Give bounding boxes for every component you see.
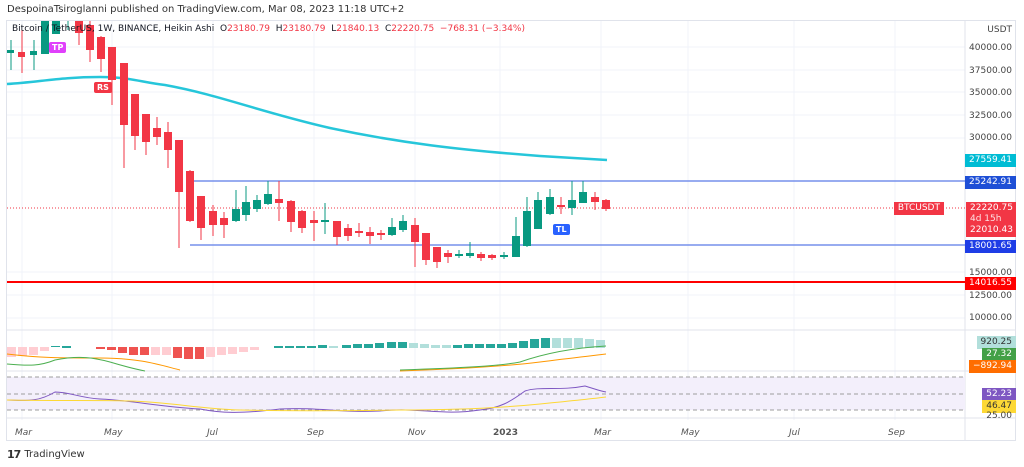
rsi-value-tag: 52.23 <box>982 388 1016 401</box>
symbol-price-tag: BTCUSDT <box>893 202 944 215</box>
x-tick: Sep <box>307 428 324 438</box>
x-tick: Nov <box>408 428 426 438</box>
last-price-tag: 22220.75 4d 15h 22010.43 <box>966 202 1016 237</box>
symbol-legend: Bitcoin / TetherUS, 1W, BINANCE, Heikin … <box>12 24 525 34</box>
macd-histogram <box>7 338 605 359</box>
symbol-name[interactable]: Bitcoin / TetherUS, 1W, BINANCE, Heikin … <box>12 24 215 34</box>
x-tick: May <box>681 428 700 438</box>
tl-marker[interactable]: TL <box>553 224 570 235</box>
tp-marker[interactable]: TP <box>49 42 67 53</box>
moving-average-line <box>6 75 608 162</box>
published-caption: DespoinaTsiroglanni published on Trading… <box>7 4 405 15</box>
x-tick: Mar <box>594 428 611 438</box>
x-tick: 2023 <box>493 428 519 438</box>
tradingview-brand[interactable]: 17 TradingView <box>7 448 85 461</box>
x-tick: Jul <box>207 428 218 438</box>
change-value: −768.31 (−3.34%) <box>439 24 525 34</box>
candles <box>7 21 610 268</box>
rs-marker[interactable]: RS <box>94 82 112 93</box>
support-price-tag: 18001.65 <box>965 240 1016 253</box>
x-tick: Jul <box>789 428 800 438</box>
macd-hist-tag: 920.25 <box>976 336 1016 349</box>
bar-countdown: 4d 15h <box>970 214 1002 224</box>
price-axis-unit: USDT <box>987 25 1012 35</box>
tradingview-logo-icon: 17 <box>7 448 21 461</box>
resistance-price-tag: 25242.91 <box>965 176 1016 189</box>
x-tick: Sep <box>888 428 905 438</box>
x-tick: Mar <box>15 428 32 438</box>
macd-line-tag: 27.32 <box>982 348 1016 361</box>
low-value: 21840.13 <box>336 24 380 34</box>
high-value: 23180.79 <box>282 24 326 34</box>
rsi-ma-tag: 46.47 <box>982 400 1016 413</box>
ma-price-tag: 27559.41 <box>965 154 1016 167</box>
x-tick: May <box>104 428 123 438</box>
close-value: 22220.75 <box>391 24 435 34</box>
key-low-price-tag: 14016.55 <box>965 277 1016 290</box>
macd-signal-tag: −892.94 <box>968 360 1016 373</box>
open-value: 23180.79 <box>227 24 271 34</box>
